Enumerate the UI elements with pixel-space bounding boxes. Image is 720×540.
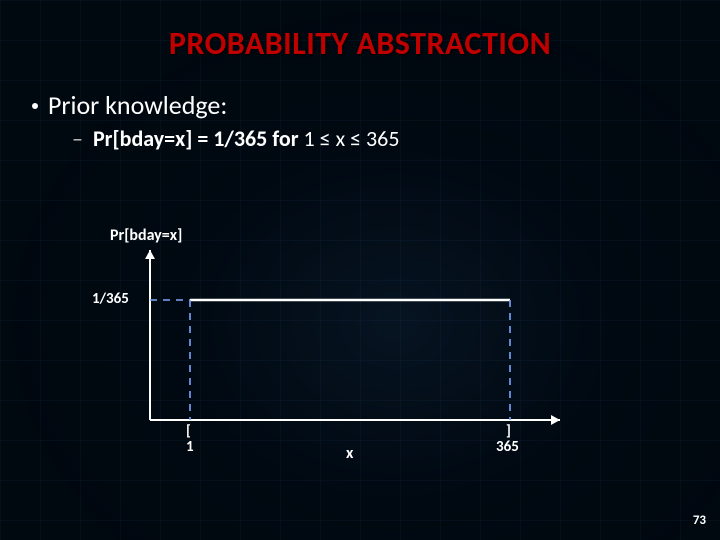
formula-line: Pr[bday=x] = 1/365 for 1 ≤ x ≤ 365 [93, 125, 400, 152]
bullet-dot-icon [32, 103, 38, 109]
bracket-left: [ [186, 422, 191, 440]
bullet-1-text: Prior knowledge: [48, 89, 227, 121]
formula-eq: Pr[bday=x] = 1/365 [93, 125, 267, 152]
formula-range: 1 ≤ x ≤ 365 [304, 125, 400, 152]
page-number: 73 [693, 513, 706, 528]
y-tick-label: 1/365 [92, 290, 129, 308]
x-max-label: 365 [496, 438, 519, 456]
chart-svg [90, 230, 590, 470]
sub-bullet-1: – Pr[bday=x] = 1/365 for 1 ≤ x ≤ 365 [72, 125, 680, 152]
x-min-label: 1 [186, 438, 194, 456]
x-axis-title: x [346, 444, 353, 463]
bracket-right: ] [506, 422, 511, 440]
slide-container: PROBABILITY ABSTRACTION Prior knowledge:… [0, 0, 720, 540]
dash-icon: – [72, 125, 83, 152]
slide-title: PROBABILITY ABSTRACTION [40, 24, 680, 63]
bullet-1: Prior knowledge: [32, 89, 680, 121]
y-axis-title: Pr[bday=x] [110, 226, 182, 245]
formula-for: for [267, 125, 303, 152]
probability-chart: Pr[bday=x] 1/365 1 365 x [ ] [90, 230, 590, 470]
